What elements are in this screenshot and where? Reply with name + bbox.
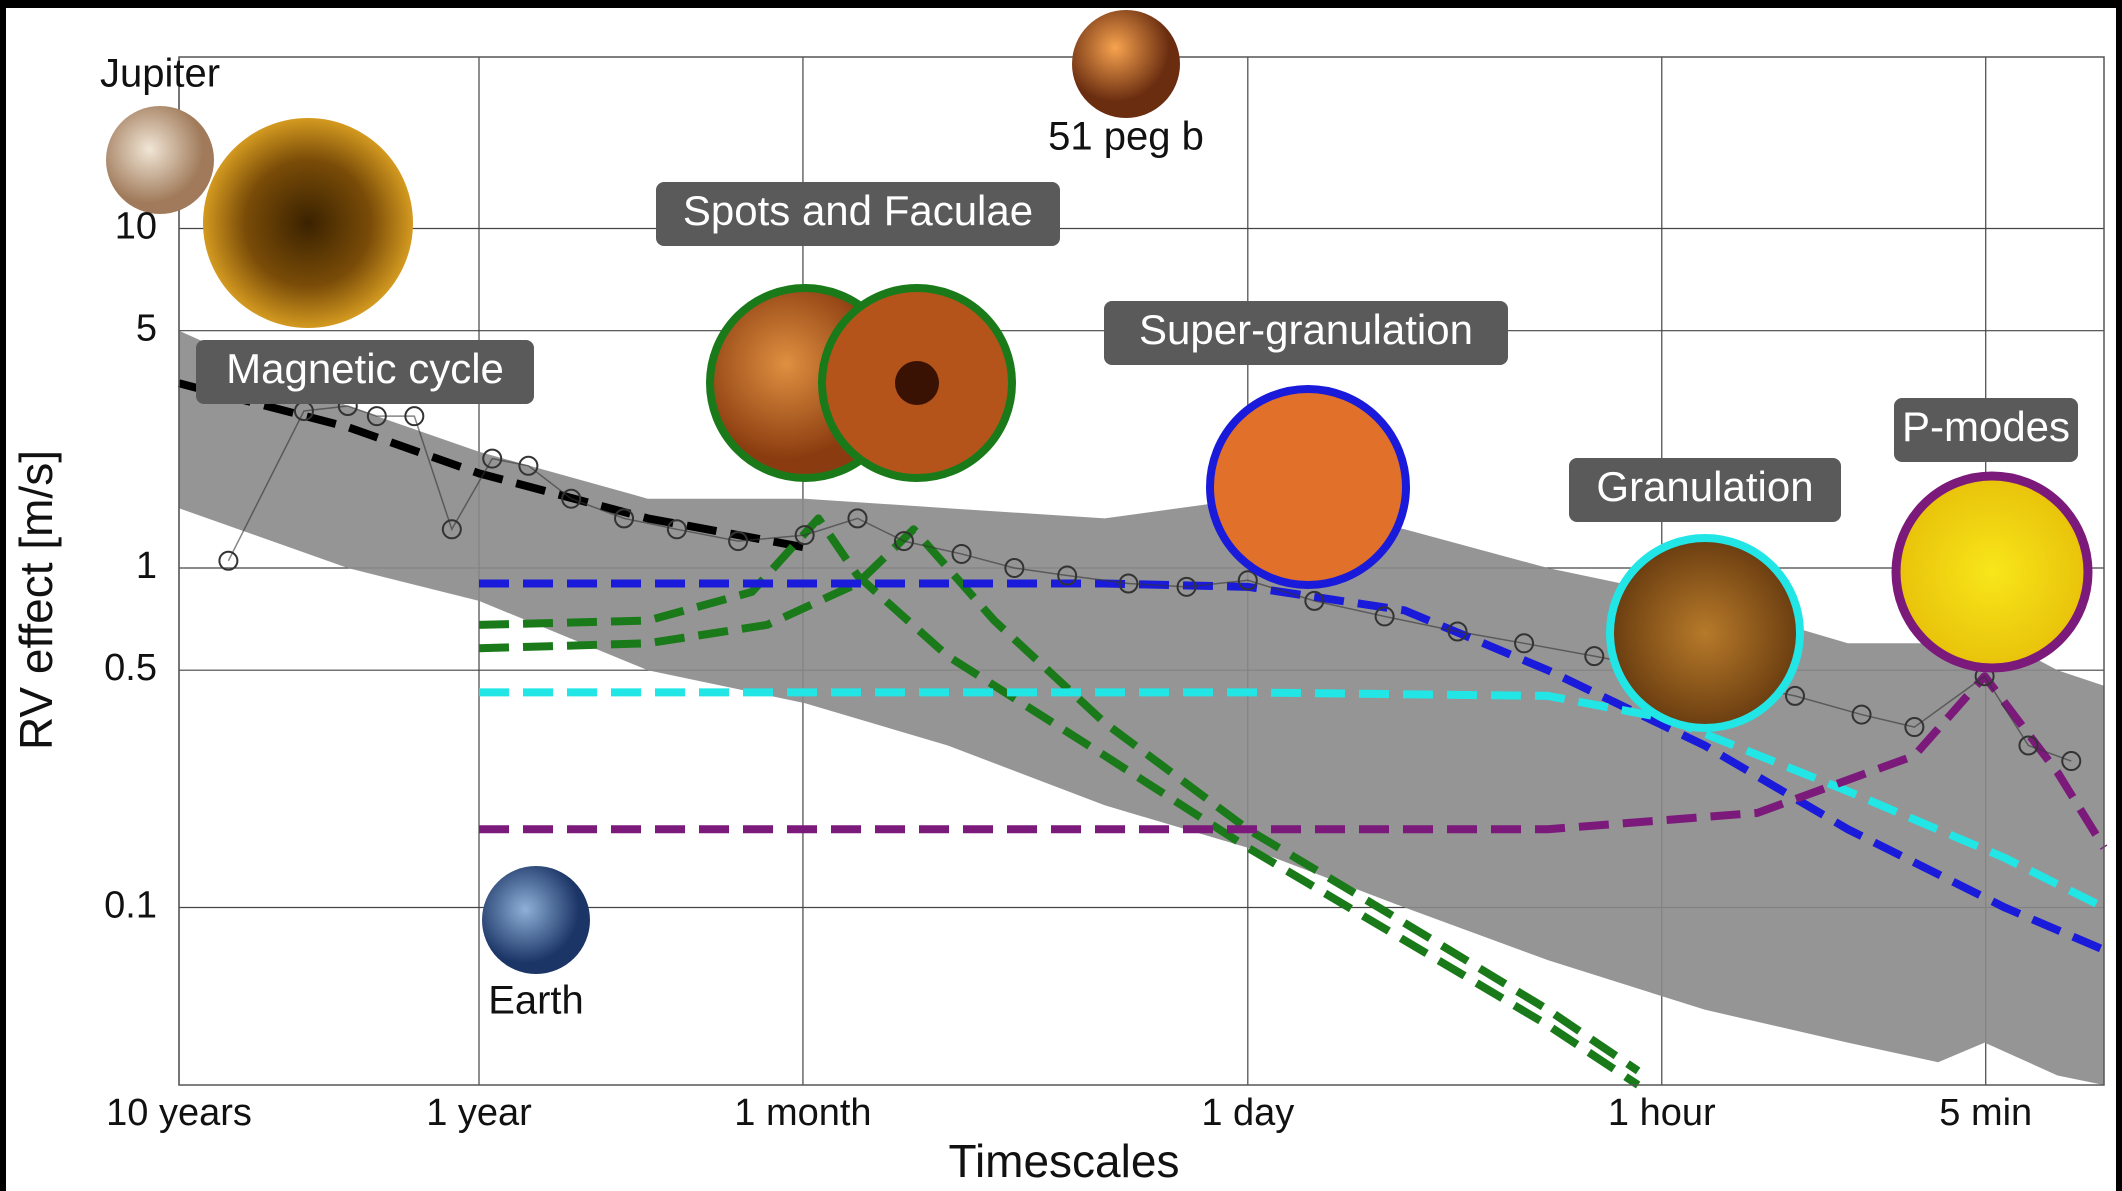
jupiter-image (106, 106, 214, 214)
binned-point (561, 488, 582, 509)
annotation-label: Granulation (1596, 463, 1813, 510)
binned-point (441, 519, 462, 540)
binned-point (1785, 685, 1806, 706)
annotation-box (1569, 458, 1841, 522)
granulation-image (1606, 534, 1804, 732)
binned-point (1176, 576, 1197, 597)
annotation-label: Spots and Faculae (683, 187, 1033, 234)
binned-point (847, 508, 868, 529)
binned-point (728, 531, 749, 552)
earth-image (482, 866, 590, 974)
annotation-label: Magnetic cycle (226, 345, 504, 392)
annotation-box (1894, 398, 2078, 462)
x-tick-label: 5 min (1939, 1092, 2032, 1134)
model-line (177, 379, 806, 552)
x-tick-label: 1 year (426, 1092, 532, 1134)
pmodes-image (1891, 471, 2093, 673)
supergranulation-image (1206, 385, 1410, 589)
annotation-label: P-modes (1902, 403, 2070, 450)
y-tick-label: 10 (115, 206, 157, 248)
binned-point (482, 448, 503, 469)
planet-label: Earth (488, 979, 584, 1023)
binned-point (1304, 590, 1325, 611)
binned-point (614, 508, 635, 529)
binned-point (893, 531, 914, 552)
binned-point (518, 455, 539, 476)
binned-point (404, 406, 425, 427)
binned-point (1904, 717, 1925, 738)
binned-point (666, 519, 687, 540)
x-axis-title: Timescales (949, 1135, 1180, 1187)
x-tick-label: 10 years (106, 1092, 252, 1134)
binned-point (1584, 646, 1605, 667)
model-line (479, 672, 2108, 850)
x-tick-label: 1 hour (1608, 1092, 1716, 1134)
illustrations (106, 10, 2093, 974)
annotation-box (196, 340, 534, 404)
annotation-box (1104, 301, 1508, 365)
binned-point (2018, 735, 2039, 756)
model-line (478, 525, 1641, 1075)
binned-point (1514, 633, 1535, 654)
binned-point (1118, 573, 1139, 594)
y-tick-label: 5 (136, 308, 157, 350)
binned-point (1851, 704, 1872, 725)
sun-cycle-image (203, 118, 413, 328)
binned-point (1057, 565, 1078, 586)
y-tick-label: 0.1 (104, 885, 157, 927)
x-tick-label: 1 month (734, 1092, 871, 1134)
annotation-box (656, 182, 1060, 246)
51peg-image (1072, 10, 1180, 118)
y-tick-label: 0.5 (104, 647, 157, 689)
model-line (479, 579, 2106, 954)
binned-point (218, 550, 239, 571)
model-line (478, 514, 1641, 1089)
binned-point (1004, 557, 1025, 578)
binned-point (794, 525, 815, 546)
binned-point (1237, 570, 1258, 591)
binned-point (951, 543, 972, 564)
binned-point (1374, 606, 1395, 627)
annotations: Jupiter 51 peg b Earth Magnetic cycle Spots … (100, 52, 2078, 1023)
planet-label: 51 peg b (1048, 115, 1204, 159)
planet-label: Jupiter (100, 52, 220, 96)
y-tick-label: 1 (136, 545, 157, 587)
annotation-label: Super-granulation (1139, 306, 1473, 353)
binned-point (366, 406, 387, 427)
binned-point (1447, 621, 1468, 642)
x-tick-label: 1 day (1201, 1092, 1294, 1134)
y-axis-title: RV effect [m/s] (10, 450, 62, 750)
binned-point (2061, 751, 2082, 772)
spot-umbra (895, 361, 939, 405)
